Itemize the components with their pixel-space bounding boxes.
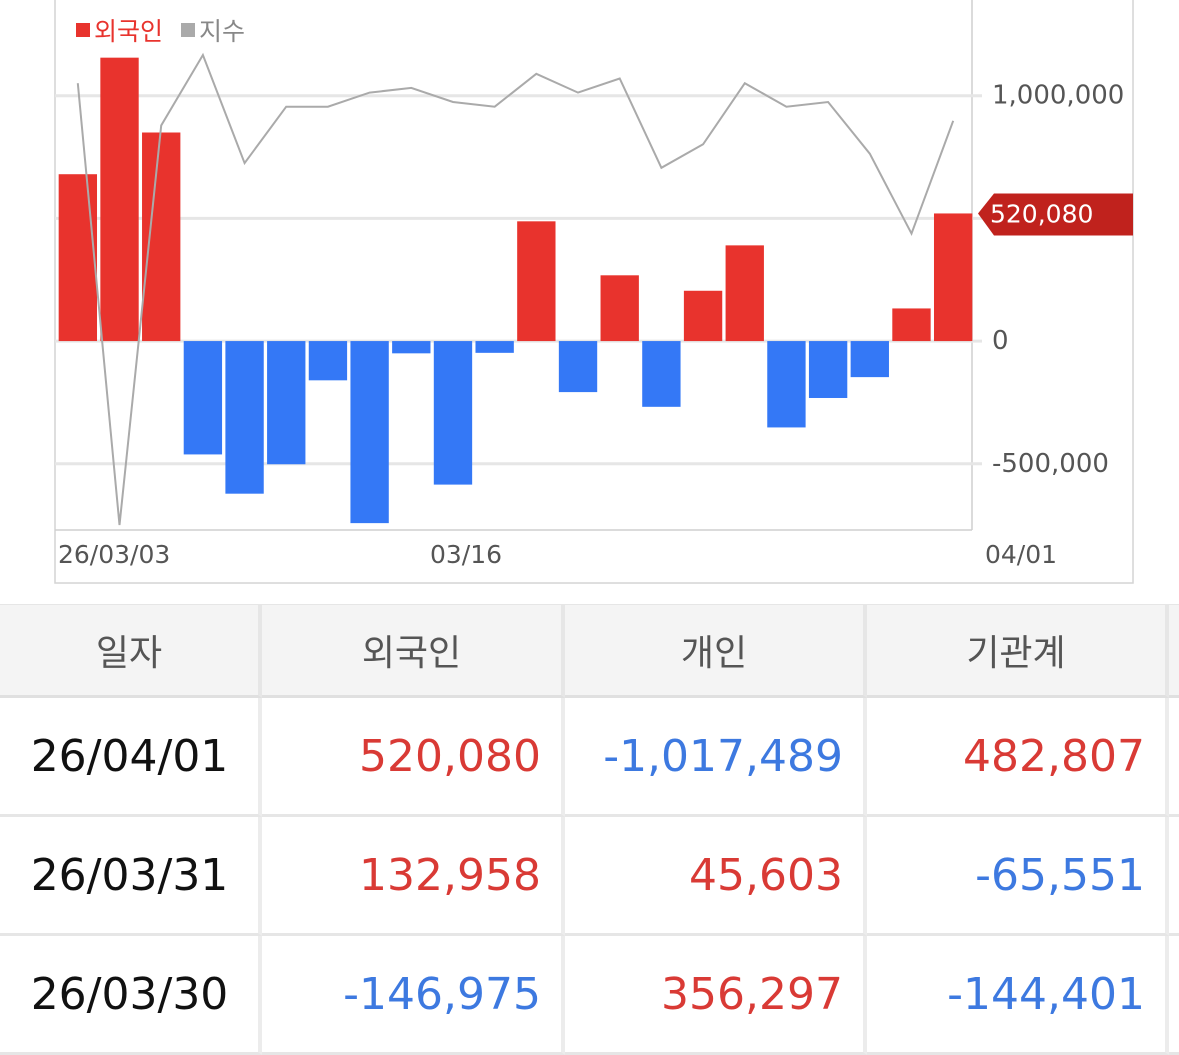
bar xyxy=(808,341,848,398)
x-tick-label: 26/03/03 xyxy=(58,540,170,569)
cell-date: 26/03/30 xyxy=(0,936,262,1055)
header-individual: 개인 xyxy=(565,604,867,698)
cell-institution: 482,807 xyxy=(867,698,1169,817)
investor-table: 일자 외국인 개인 기관계 26/04/01 520,080 -1,017,48… xyxy=(0,604,1179,1055)
y-tick-label: 1,000,000 xyxy=(992,81,1124,111)
header-overflow xyxy=(1169,604,1179,698)
bar xyxy=(433,341,473,485)
legend-foreign: 외국인 xyxy=(76,12,163,48)
bar xyxy=(183,341,223,455)
cell-date: 26/03/31 xyxy=(0,817,262,936)
last-value-label: 520,080 xyxy=(990,199,1093,228)
bar xyxy=(517,221,556,342)
cell-overflow xyxy=(1169,817,1179,936)
bar xyxy=(350,341,389,524)
cell-foreign: 132,958 xyxy=(262,817,565,936)
cell-date: 26/04/01 xyxy=(0,698,262,817)
bar xyxy=(600,275,639,342)
bar xyxy=(392,341,431,354)
table-header-row: 일자 외국인 개인 기관계 xyxy=(0,604,1179,698)
bar xyxy=(850,341,889,378)
cell-overflow xyxy=(1169,936,1179,1055)
cell-individual: -1,017,489 xyxy=(565,698,867,817)
table-row[interactable]: 26/03/30 -146,975 356,297 -144,401 xyxy=(0,936,1179,1055)
bar xyxy=(683,290,723,342)
bar xyxy=(58,174,98,342)
chart-frame xyxy=(54,0,1134,584)
x-tick-label: 04/01 xyxy=(985,540,1057,569)
cell-foreign: -146,975 xyxy=(262,936,565,1055)
cell-foreign: 520,080 xyxy=(262,698,565,817)
legend-foreign-swatch xyxy=(76,23,90,37)
bar xyxy=(558,341,598,393)
bar xyxy=(100,57,139,342)
legend-foreign-label: 외국인 xyxy=(94,17,164,46)
bar xyxy=(308,341,348,381)
bar xyxy=(892,308,931,342)
bar xyxy=(475,341,514,353)
bar xyxy=(642,341,681,407)
table-row[interactable]: 26/03/31 132,958 45,603 -65,551 xyxy=(0,817,1179,936)
chart-legend: 외국인 지수 xyxy=(76,12,259,48)
cell-institution: -65,551 xyxy=(867,817,1169,936)
last-value-callout xyxy=(978,193,1133,236)
chart-svg: 1,000,000500,0000-500,00026/03/0303/1604… xyxy=(54,0,1134,584)
header-institution: 기관계 xyxy=(867,604,1169,698)
header-date: 일자 xyxy=(0,604,262,698)
bar xyxy=(725,245,764,342)
bar xyxy=(225,341,264,494)
bar xyxy=(933,213,973,342)
bar xyxy=(267,341,306,465)
legend-index-label: 지수 xyxy=(199,17,246,46)
legend-index-swatch xyxy=(181,23,196,37)
header-foreign: 외국인 xyxy=(262,604,565,698)
x-tick-label: 03/16 xyxy=(430,540,502,569)
cell-institution: -144,401 xyxy=(867,936,1169,1055)
cell-individual: 45,603 xyxy=(565,817,867,936)
y-tick-label: -500,000 xyxy=(992,449,1109,479)
cell-overflow xyxy=(1169,698,1179,817)
table-row[interactable]: 26/04/01 520,080 -1,017,489 482,807 xyxy=(0,698,1179,817)
investor-chart: 1,000,000500,0000-500,00026/03/0303/1604… xyxy=(54,0,1134,584)
investor-table-wrap: 일자 외국인 개인 기관계 26/04/01 520,080 -1,017,48… xyxy=(0,604,1179,1055)
bar xyxy=(767,341,806,428)
cell-individual: 356,297 xyxy=(565,936,867,1055)
index-line xyxy=(76,52,955,526)
legend-index: 지수 xyxy=(181,12,245,48)
bar xyxy=(142,132,181,342)
y-tick-label: 0 xyxy=(992,326,1009,356)
